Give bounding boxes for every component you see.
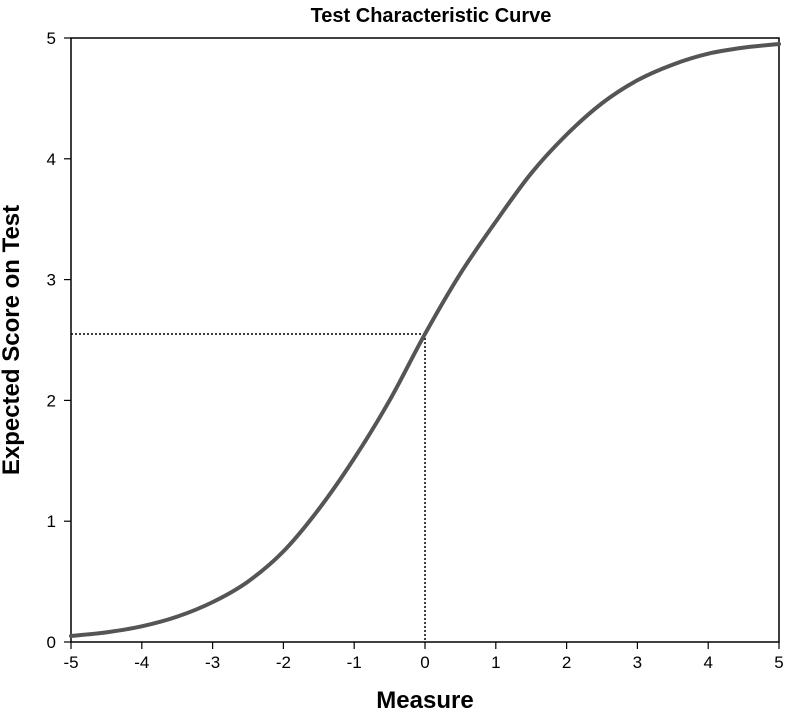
x-tick-label: 1 xyxy=(491,653,500,672)
series-layer xyxy=(69,42,781,638)
x-tick-label: -3 xyxy=(205,653,220,672)
x-axis-ticks: -5 -4 -3 -2 -1 0 1 2 3 4 5 xyxy=(63,642,784,672)
y-tick-label: 2 xyxy=(47,391,56,410)
x-tick-label: 4 xyxy=(703,653,712,672)
y-tick-label: 5 xyxy=(47,29,56,48)
x-tick-label: 3 xyxy=(633,653,642,672)
x-tick-label: -1 xyxy=(347,653,362,672)
y-tick-label: 3 xyxy=(47,271,56,290)
x-tick-label: 5 xyxy=(774,653,783,672)
y-tick-label: 4 xyxy=(47,150,56,169)
x-axis-label: Measure xyxy=(376,687,473,712)
plot-area xyxy=(70,37,780,643)
y-axis-label: Expected Score on Test xyxy=(0,205,25,475)
x-tick-label: 0 xyxy=(420,653,429,672)
reference-lines xyxy=(71,333,426,642)
x-tick-label: 2 xyxy=(562,653,571,672)
x-tick-label: -2 xyxy=(276,653,291,672)
y-tick-label: 1 xyxy=(47,512,56,531)
y-tick-label: 0 xyxy=(47,633,56,652)
x-tick-label: -4 xyxy=(134,653,149,672)
series-line xyxy=(69,42,781,638)
chart-title: Test Characteristic Curve xyxy=(311,5,552,27)
x-tick-label: -5 xyxy=(63,653,78,672)
y-axis-ticks: 0 1 2 3 4 5 xyxy=(47,29,71,652)
